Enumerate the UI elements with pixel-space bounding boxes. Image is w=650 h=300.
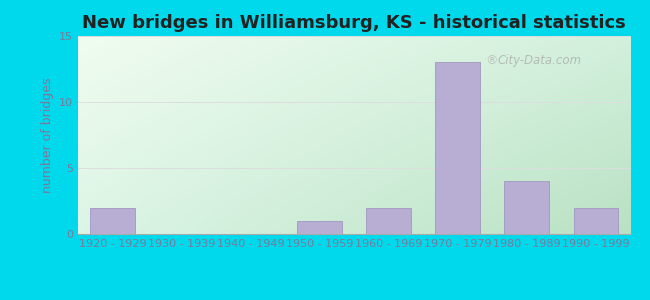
Text: ®: ® bbox=[486, 54, 499, 67]
Text: City-Data.com: City-Data.com bbox=[498, 54, 582, 67]
Bar bbox=[504, 181, 549, 234]
Bar bbox=[90, 208, 135, 234]
Bar bbox=[573, 208, 618, 234]
Bar bbox=[436, 62, 480, 234]
Bar bbox=[367, 208, 411, 234]
Y-axis label: number of bridges: number of bridges bbox=[40, 77, 53, 193]
Bar bbox=[297, 221, 342, 234]
Title: New bridges in Williamsburg, KS - historical statistics: New bridges in Williamsburg, KS - histor… bbox=[83, 14, 626, 32]
